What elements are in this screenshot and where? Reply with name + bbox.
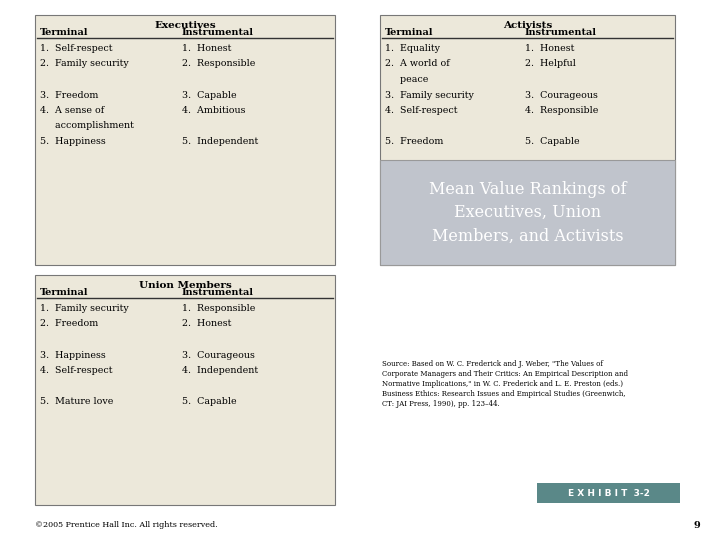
Text: Terminal: Terminal (385, 28, 433, 37)
Text: 3.  Happiness: 3. Happiness (40, 350, 106, 360)
Text: accomplishment: accomplishment (40, 122, 134, 131)
Text: 4.  Self-respect: 4. Self-respect (40, 366, 112, 375)
Text: Union Members: Union Members (139, 280, 231, 289)
Text: peace: peace (385, 75, 428, 84)
FancyBboxPatch shape (380, 160, 675, 265)
Text: Terminal: Terminal (40, 288, 89, 297)
Text: 9: 9 (693, 521, 700, 530)
Text: 5.  Mature love: 5. Mature love (40, 397, 113, 406)
Text: Instrumental: Instrumental (182, 28, 254, 37)
Text: 1.  Family security: 1. Family security (40, 304, 129, 313)
Text: 4.  Ambitious: 4. Ambitious (182, 106, 246, 115)
Text: Instrumental: Instrumental (525, 28, 597, 37)
Text: 5.  Happiness: 5. Happiness (40, 137, 106, 146)
Text: 2.  Family security: 2. Family security (40, 59, 129, 69)
Text: Instrumental: Instrumental (182, 288, 254, 297)
Text: 5.  Capable: 5. Capable (525, 137, 579, 146)
FancyBboxPatch shape (35, 275, 335, 505)
Text: Executives: Executives (154, 21, 216, 30)
Text: 1.  Self-respect: 1. Self-respect (40, 44, 112, 53)
Text: Source: Based on W. C. Frederick and J. Weber, "The Values of
Corporate Managers: Source: Based on W. C. Frederick and J. … (382, 360, 628, 408)
Text: 3.  Courageous: 3. Courageous (525, 91, 598, 99)
Text: Mean Value Rankings of
Executives, Union
Members, and Activists: Mean Value Rankings of Executives, Union… (428, 180, 626, 245)
FancyBboxPatch shape (35, 15, 335, 265)
FancyBboxPatch shape (537, 483, 680, 503)
Text: 3.  Capable: 3. Capable (182, 91, 237, 99)
Text: 1.  Responsible: 1. Responsible (182, 304, 256, 313)
Text: 5.  Capable: 5. Capable (182, 397, 237, 406)
Text: Activists: Activists (503, 21, 552, 30)
Text: 2.  Helpful: 2. Helpful (525, 59, 575, 69)
Text: 4.  A sense of: 4. A sense of (40, 106, 104, 115)
Text: 1.  Honest: 1. Honest (525, 44, 574, 53)
Text: 2.  A world of: 2. A world of (385, 59, 450, 69)
Text: 2.  Honest: 2. Honest (182, 320, 231, 328)
Text: Terminal: Terminal (40, 28, 89, 37)
Text: E X H I B I T  3-2: E X H I B I T 3-2 (567, 489, 649, 497)
Text: 3.  Family security: 3. Family security (385, 91, 474, 99)
Text: 3.  Freedom: 3. Freedom (40, 91, 99, 99)
FancyBboxPatch shape (380, 15, 675, 265)
Text: 4.  Responsible: 4. Responsible (525, 106, 598, 115)
Text: ©2005 Prentice Hall Inc. All rights reserved.: ©2005 Prentice Hall Inc. All rights rese… (35, 521, 217, 529)
Text: 1.  Equality: 1. Equality (385, 44, 440, 53)
Text: 3.  Courageous: 3. Courageous (182, 350, 255, 360)
Text: 2.  Freedom: 2. Freedom (40, 320, 98, 328)
Text: 5.  Freedom: 5. Freedom (385, 137, 444, 146)
Text: 2.  Responsible: 2. Responsible (182, 59, 256, 69)
Text: 4.  Self-respect: 4. Self-respect (385, 106, 457, 115)
Text: 1.  Honest: 1. Honest (182, 44, 231, 53)
Text: 4.  Independent: 4. Independent (182, 366, 258, 375)
Text: 5.  Independent: 5. Independent (182, 137, 258, 146)
